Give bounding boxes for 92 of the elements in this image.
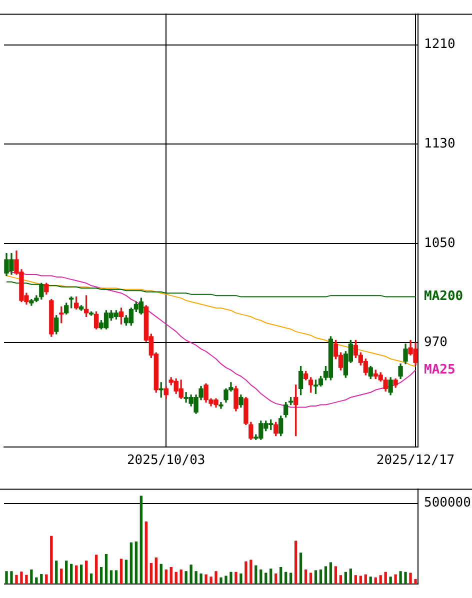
bar	[329, 562, 332, 584]
bar	[110, 570, 113, 584]
bar	[55, 560, 58, 584]
bar	[60, 568, 63, 584]
y-tick-label: 1210	[424, 37, 456, 52]
bar	[180, 569, 182, 584]
bar	[160, 564, 162, 584]
bar	[220, 577, 222, 584]
bar	[35, 577, 38, 584]
bar	[40, 574, 43, 584]
bar	[384, 572, 387, 584]
bar	[214, 571, 218, 584]
bar	[170, 567, 172, 584]
bar	[354, 575, 357, 584]
bar	[65, 560, 68, 584]
bar	[339, 575, 342, 584]
bar	[374, 577, 377, 584]
bar	[84, 560, 88, 584]
bar	[250, 560, 252, 584]
bar	[120, 558, 123, 584]
bar	[50, 536, 53, 584]
bar	[319, 569, 322, 584]
bar	[200, 574, 202, 584]
bar	[184, 571, 188, 584]
bar	[299, 552, 302, 584]
bar	[204, 574, 208, 584]
bar	[154, 558, 158, 584]
bar	[90, 574, 93, 584]
series-label: MA25	[424, 362, 456, 378]
bar	[289, 572, 292, 584]
y-tick-label: 1130	[424, 136, 456, 152]
bar	[274, 574, 278, 584]
bar	[230, 572, 232, 584]
bar	[114, 570, 118, 584]
bar	[254, 565, 258, 584]
bar	[15, 574, 18, 584]
bar	[324, 566, 328, 584]
bar	[70, 564, 73, 584]
bar	[234, 572, 238, 584]
bar	[359, 576, 362, 584]
bar	[20, 572, 23, 584]
bar	[10, 571, 13, 584]
bar	[394, 574, 397, 584]
bar	[190, 564, 192, 584]
bar	[94, 554, 98, 584]
bar	[349, 568, 352, 584]
bar	[124, 560, 128, 584]
bar	[280, 567, 282, 584]
bar	[314, 570, 318, 584]
bar	[364, 574, 367, 584]
bar	[284, 572, 288, 584]
bar	[414, 579, 417, 584]
bar	[379, 575, 382, 584]
bar	[270, 568, 272, 584]
bar	[45, 574, 48, 584]
bar	[304, 569, 308, 584]
bar	[194, 571, 198, 584]
bar	[210, 576, 212, 584]
bar	[294, 540, 298, 584]
bar	[104, 554, 108, 584]
series-label: MA200	[424, 289, 464, 304]
bar	[224, 576, 228, 584]
bar	[399, 571, 402, 584]
bar	[164, 569, 168, 584]
bar	[309, 572, 312, 584]
y-tick-label: 1050	[424, 236, 456, 251]
x-tick-label: 2025/12/17	[376, 453, 455, 468]
bar	[74, 565, 78, 584]
bar	[260, 569, 262, 584]
bar	[134, 542, 138, 584]
bar	[344, 572, 348, 584]
bar	[150, 563, 152, 584]
bar	[264, 572, 268, 584]
y-tick-label: 970	[424, 335, 448, 350]
bar	[369, 576, 372, 584]
bar	[140, 496, 142, 584]
x-tick-label: 2025/10/03	[126, 453, 206, 468]
bar	[240, 574, 242, 584]
bar	[100, 567, 103, 584]
y-tick-label: 500000	[424, 496, 471, 511]
bar	[144, 521, 148, 584]
bar	[404, 572, 407, 584]
bar	[30, 569, 33, 584]
bar	[80, 564, 83, 584]
bar	[244, 561, 248, 584]
bar	[5, 571, 8, 584]
bar	[334, 566, 338, 584]
bar	[130, 542, 133, 584]
bar	[25, 574, 28, 584]
bar	[389, 576, 392, 584]
bar	[409, 572, 412, 584]
bar	[174, 572, 178, 584]
